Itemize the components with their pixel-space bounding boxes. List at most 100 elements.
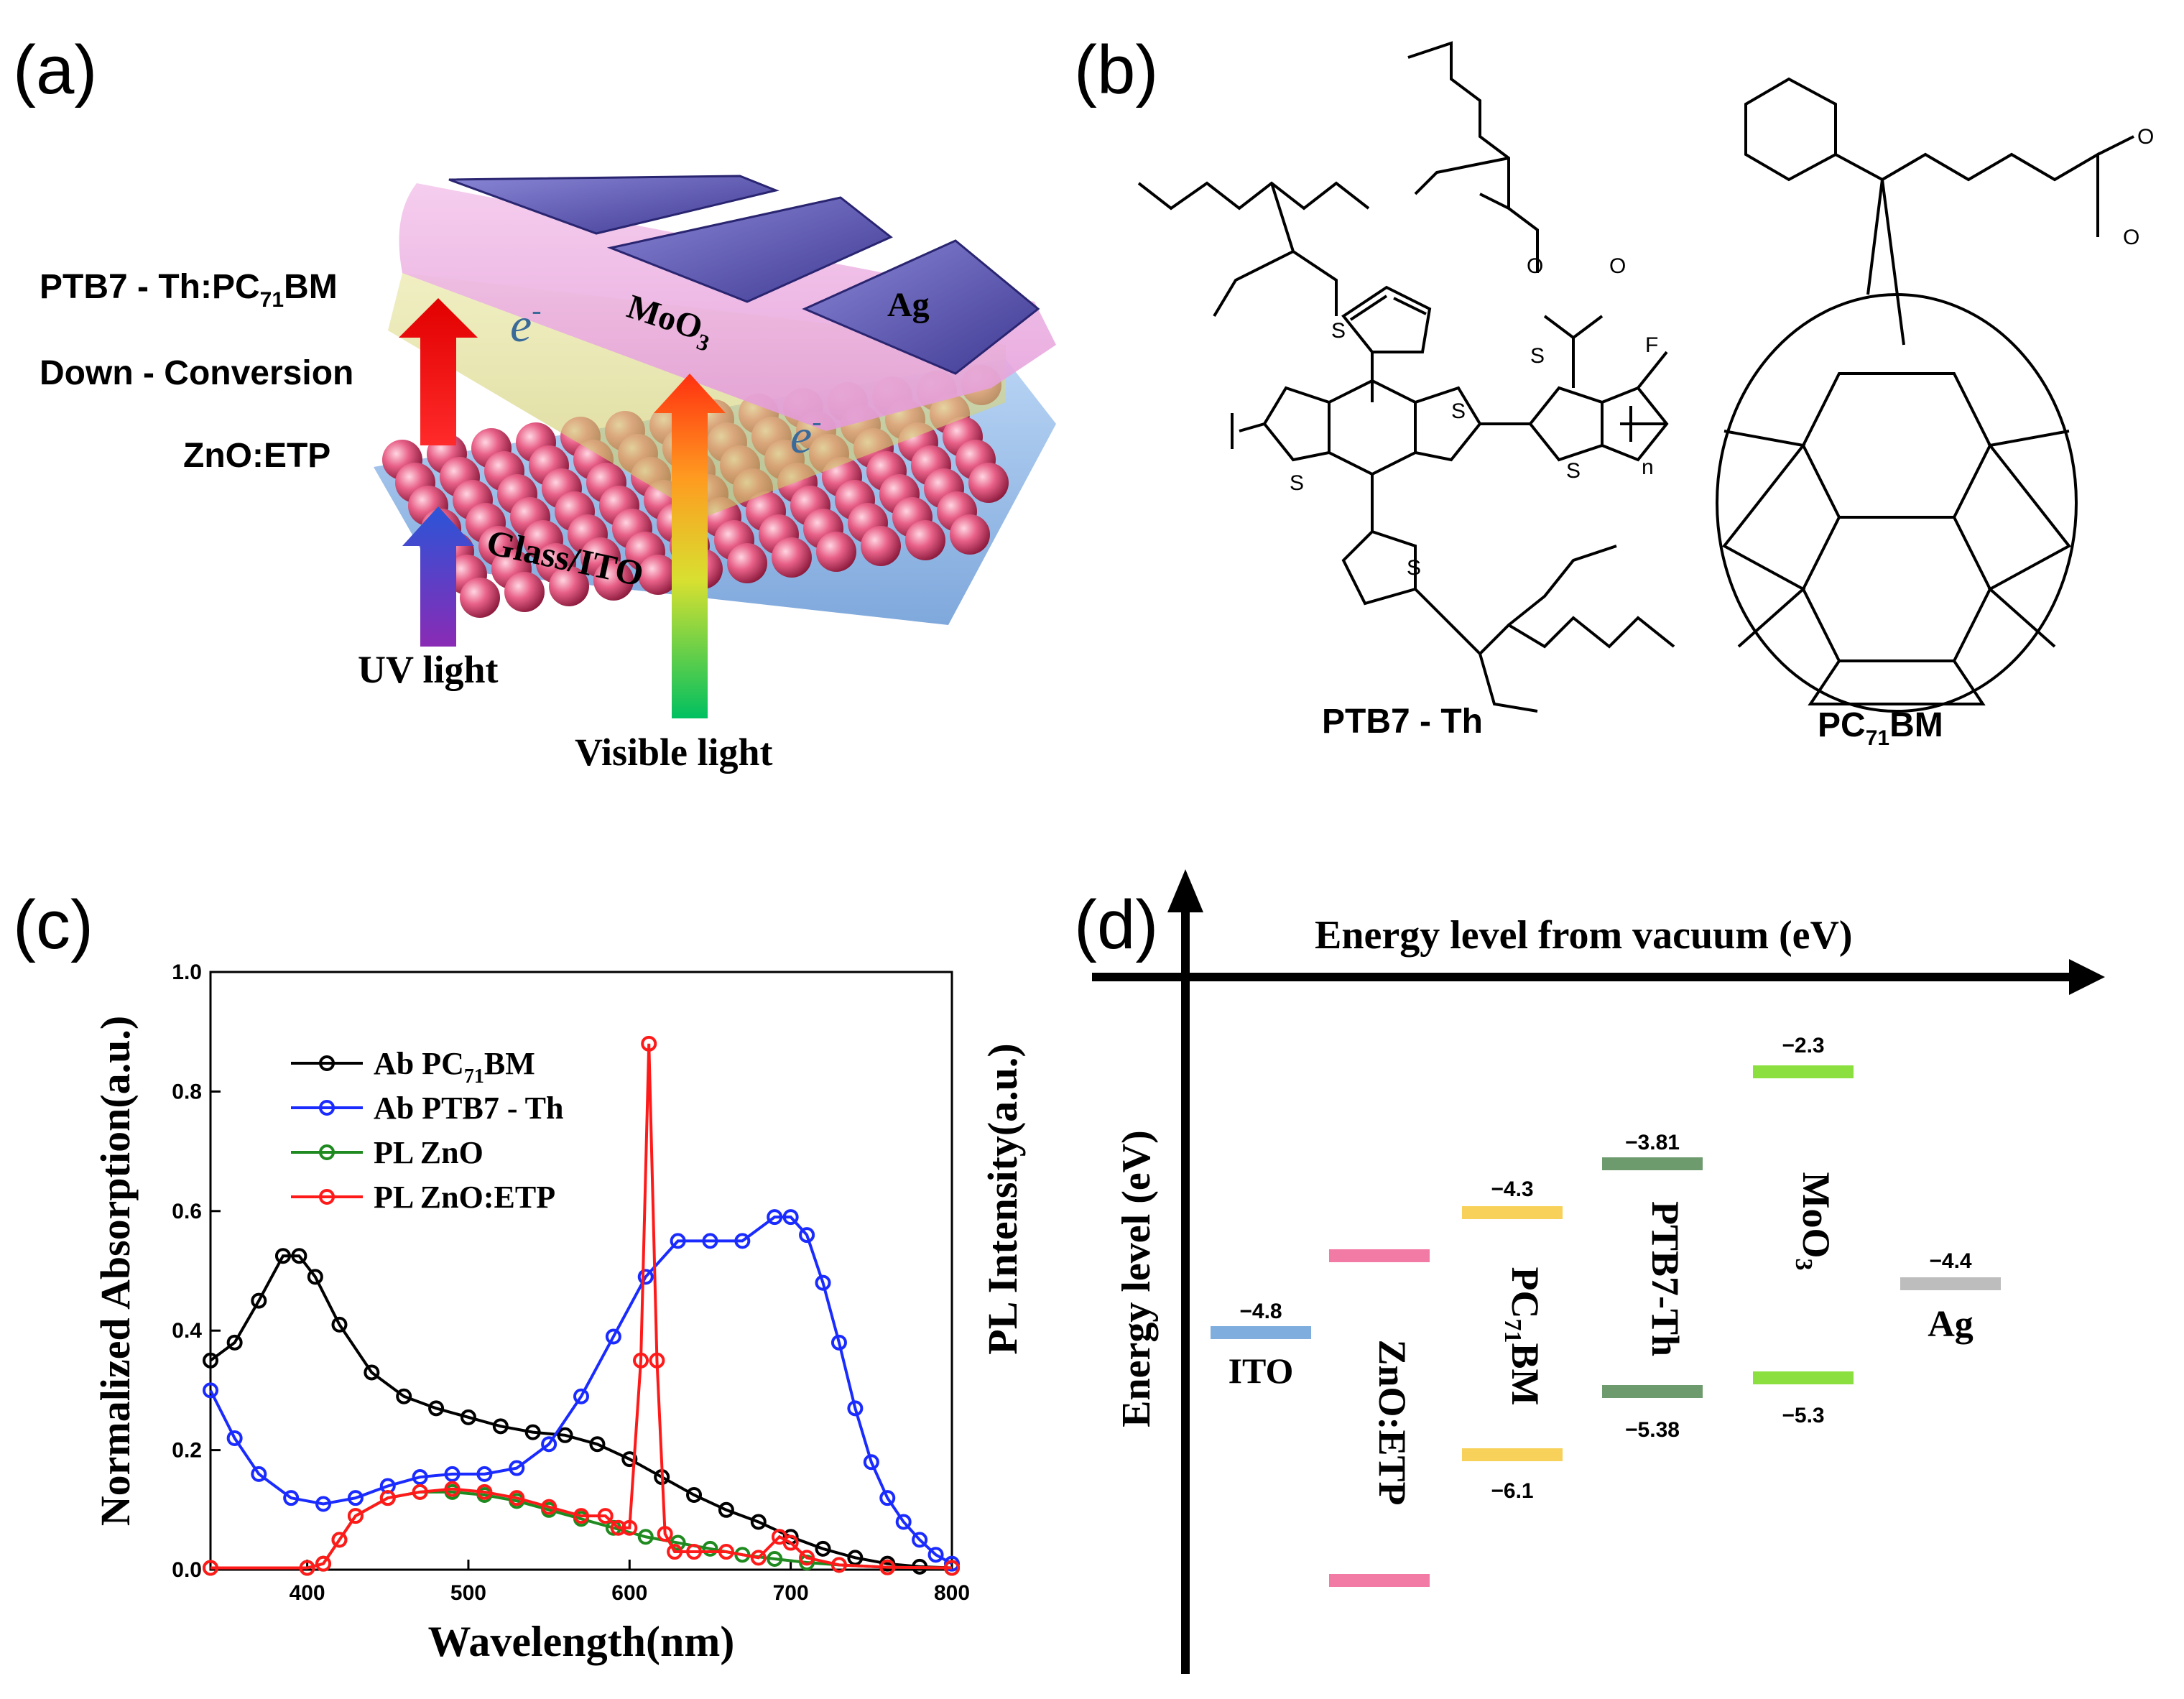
bond <box>1349 295 1388 321</box>
data-point <box>251 1292 267 1309</box>
pcbm-structure <box>1716 77 2134 713</box>
phenyl-ring <box>1744 77 1837 182</box>
data-point <box>299 1560 315 1576</box>
panel-d-letter: (d) <box>1074 886 1158 963</box>
fullerene-edge-bottom <box>1808 659 1986 705</box>
visible-light-arrow <box>654 374 726 718</box>
panel-d: (d) Energy level from vacuum (eV) Energy… <box>1074 869 2105 1674</box>
ptb7-th-structure <box>1137 41 1675 713</box>
data-point <box>686 1544 703 1560</box>
data-point <box>444 1466 461 1482</box>
legend-marker <box>319 1144 335 1160</box>
x-tick-label: 500 <box>450 1581 486 1605</box>
zno-etp-label: ZnO:ETP <box>183 437 330 475</box>
data-point <box>315 1496 332 1512</box>
y-axis-title: Normalized Absorption(a.u.) <box>92 1016 139 1527</box>
data-point <box>702 1233 718 1249</box>
fullerene-hex-2 <box>1801 516 1992 662</box>
zno-sphere <box>968 463 1009 503</box>
ptb7-atom-labels: S S S S S S F O O n PTB7 - Th <box>1290 254 1658 741</box>
bridge-2 <box>1881 179 1905 346</box>
down-conversion-arrow <box>399 298 478 445</box>
data-point <box>879 1490 896 1506</box>
data-point <box>428 1400 445 1417</box>
panel-c: (c) 400 500 600 700 800 0.0 0.2 0.4 0.6 0.8 1.0 Wav… <box>13 886 1026 1665</box>
oxygen-atom: O <box>2137 125 2154 149</box>
data-point <box>702 1540 718 1557</box>
data-point <box>557 1427 573 1443</box>
data-point <box>686 1487 703 1503</box>
sulfur-atom: S <box>1530 344 1545 368</box>
data-point <box>847 1550 864 1566</box>
data-point <box>879 1559 896 1575</box>
data-point <box>203 1352 218 1369</box>
data-point <box>750 1514 767 1530</box>
legend-label: PL ZnO:ETP <box>374 1180 555 1215</box>
data-point <box>633 1352 649 1369</box>
data-point <box>718 1544 734 1560</box>
ptb7-name: PTB7-Th <box>1644 1201 1687 1356</box>
data-point <box>610 1519 626 1536</box>
data-point <box>782 1209 799 1226</box>
absorption-pl-chart: 400 500 600 700 800 0.0 0.2 0.4 0.6 0.8 1.0 Wavelen… <box>92 960 1026 1665</box>
zno-sphere <box>638 555 678 595</box>
data-point <box>476 1466 493 1482</box>
zno-sphere <box>727 543 767 583</box>
energy-x-title: Energy level from vacuum (eV) <box>1315 913 1853 958</box>
data-point <box>799 1550 815 1566</box>
ito-level-value: −4.8 <box>1239 1300 1282 1323</box>
legend-label: Ab PTB7 - Th <box>374 1091 564 1126</box>
alkyl-chain-2 <box>1270 182 1338 316</box>
data-point <box>203 1382 218 1399</box>
data-point <box>573 1388 589 1404</box>
zno-sphere <box>816 532 856 572</box>
alkyl-chain-lower-3 <box>1507 545 1617 626</box>
data-point <box>274 1248 291 1264</box>
sulfur-atom: S <box>1407 556 1421 580</box>
ag-name: Ag <box>1928 1304 1974 1345</box>
data-point <box>283 1490 300 1506</box>
oxygen-atom: O <box>2123 226 2139 249</box>
ag-level-value: −4.4 <box>1929 1249 1972 1273</box>
data-point <box>226 1334 243 1351</box>
data-point <box>734 1233 751 1249</box>
alkyl-chain-1 <box>1137 181 1370 210</box>
ester-alkyl-2 <box>1414 157 1509 195</box>
data-point <box>396 1388 412 1404</box>
zno-sphere <box>950 514 990 555</box>
moo3-cb-value: −2.3 <box>1782 1034 1824 1057</box>
energy-x-arrowhead <box>2069 959 2105 995</box>
data-point <box>750 1550 767 1566</box>
sulfur-atom: S <box>1331 319 1346 343</box>
ag-electrode-1 <box>448 175 779 235</box>
zno-sphere <box>772 537 812 578</box>
visible-light-label: Visible light <box>575 731 773 774</box>
data-point <box>830 1557 847 1573</box>
data-point <box>641 1035 657 1052</box>
butyrate-chain <box>1881 152 2099 237</box>
uv-light-arrow <box>402 506 474 647</box>
data-point <box>637 1529 654 1545</box>
pcbm-name: PC71BM <box>1499 1267 1547 1406</box>
zno-sphere <box>549 566 589 606</box>
data-point <box>782 1534 799 1551</box>
uv-light-label: UV light <box>358 648 499 691</box>
data-point <box>863 1454 879 1471</box>
ag-label: Ag <box>887 286 930 324</box>
data-point <box>670 1233 686 1249</box>
panel-c-letter: (c) <box>13 886 93 963</box>
zno-sphere <box>460 578 500 618</box>
pcbm-name-label: PC71BM <box>1818 706 1943 750</box>
x-tick-label: 700 <box>773 1581 809 1605</box>
ptb7-lumo-value: −3.81 <box>1625 1131 1680 1154</box>
data-point <box>589 1436 606 1453</box>
y-tick-label: 0.0 <box>172 1558 202 1582</box>
data-point <box>460 1409 476 1425</box>
data-point <box>637 1269 654 1285</box>
data-point <box>492 1418 509 1435</box>
bdt-thiophene-left <box>1262 386 1331 462</box>
legend-label: PL ZnO <box>374 1135 483 1170</box>
zno-sphere <box>593 560 634 601</box>
y-tick-label: 0.6 <box>172 1200 202 1223</box>
ag-electrode-2 <box>606 196 893 303</box>
